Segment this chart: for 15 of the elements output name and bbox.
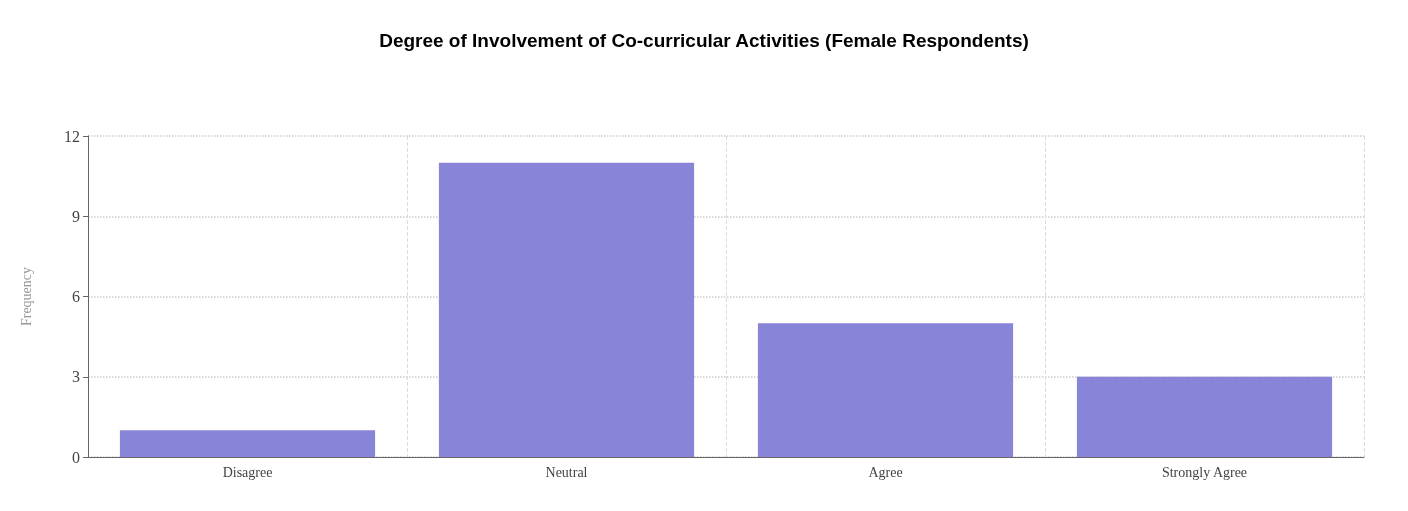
y-tick-label: 0 (72, 448, 80, 466)
y-axis-title: Frequency (18, 266, 34, 327)
y-tick-label: 3 (72, 368, 80, 386)
y-tick-label: 9 (72, 207, 80, 225)
x-tick-label: Strongly Agree (1161, 464, 1248, 480)
x-tick-label: Disagree (222, 464, 273, 480)
bar (438, 162, 695, 457)
x-tick-label: Agree (868, 464, 903, 480)
bar (1076, 376, 1333, 457)
x-tick-label: Neutral (545, 464, 588, 480)
y-tick-label: 12 (64, 127, 80, 145)
chart-title: Degree of Involvement of Co-curricular Activities (Female Respondents) (379, 30, 1029, 51)
bar (119, 430, 376, 457)
bar (757, 323, 1014, 457)
y-tick-label: 6 (72, 288, 80, 305)
